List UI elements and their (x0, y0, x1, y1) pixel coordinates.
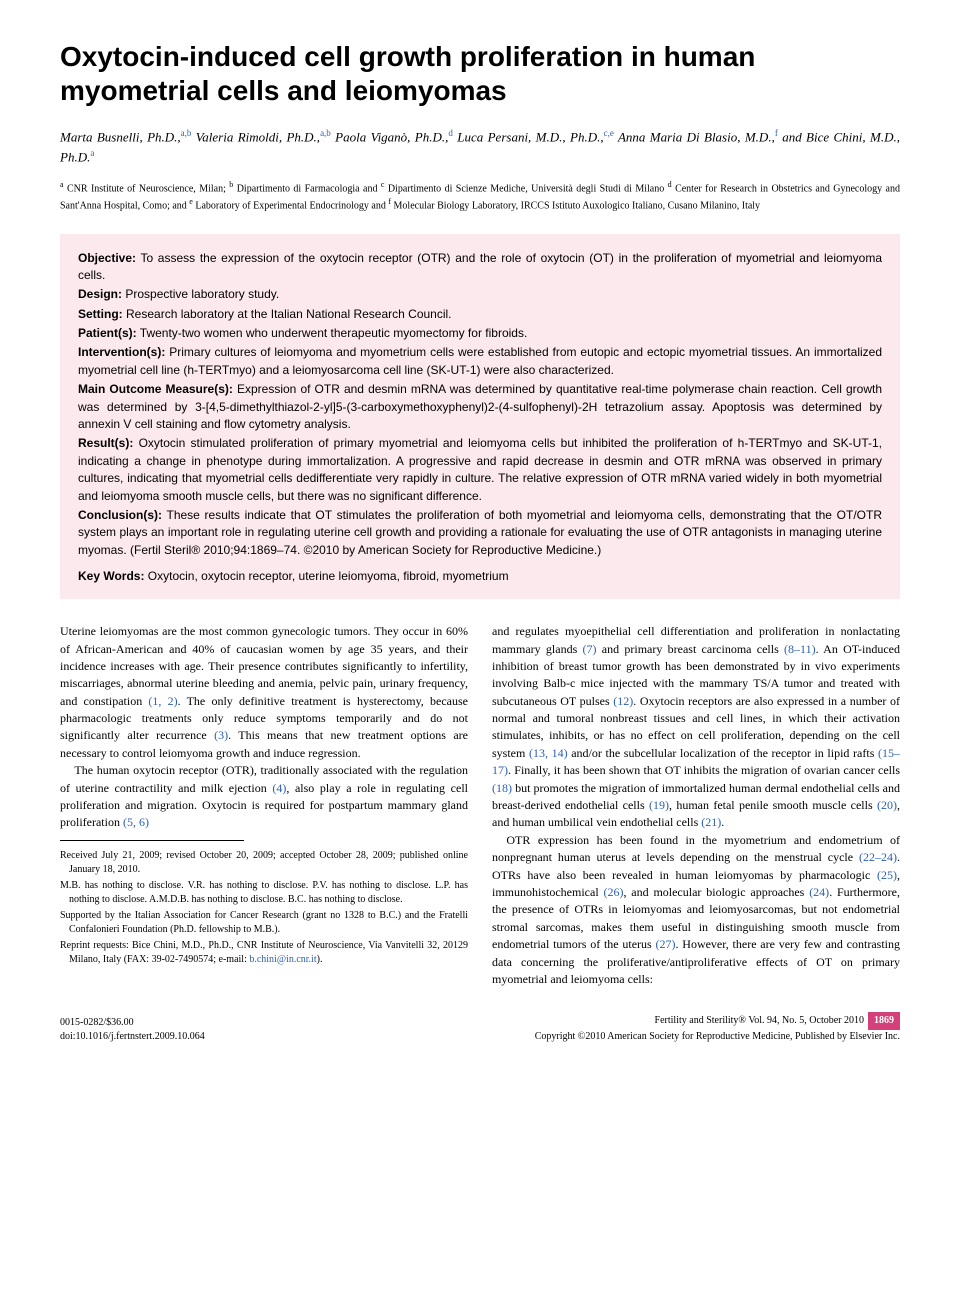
body-para-2: The human oxytocin receptor (OTR), tradi… (60, 762, 468, 832)
citation-link[interactable]: (13, 14) (529, 746, 568, 760)
authors-line: Marta Busnelli, Ph.D.,a,b Valeria Rimold… (60, 127, 900, 167)
citation-link[interactable]: (21) (701, 815, 721, 829)
abstract-text: Oxytocin, oxytocin receptor, uterine lei… (144, 569, 508, 583)
abstract-text: Prospective laboratory study. (122, 287, 279, 301)
abstract-text: To assess the expression of the oxytocin… (78, 251, 882, 282)
abstract-design: Design: Prospective laboratory study. (78, 286, 882, 303)
footnotes-block: Received July 21, 2009; revised October … (60, 840, 468, 967)
citation-link[interactable]: (3) (214, 728, 228, 742)
citation-link[interactable]: (8–11) (784, 642, 816, 656)
citation-link[interactable]: (7) (583, 642, 597, 656)
body-text: Uterine leiomyomas are the most common g… (60, 623, 900, 988)
footnote-divider (60, 840, 244, 841)
citation-link[interactable]: (12) (613, 694, 633, 708)
footer-right: Fertility and Sterility® Vol. 94, No. 5,… (535, 1012, 900, 1044)
body-para-4: OTR expression has been found in the myo… (492, 832, 900, 989)
page-footer: 0015-0282/$36.00 doi:10.1016/j.fertnster… (60, 1012, 900, 1044)
affiliations: a CNR Institute of Neuroscience, Milan; … (60, 179, 900, 214)
abstract-label: Patient(s): (78, 326, 137, 340)
abstract-results: Result(s): Oxytocin stimulated prolifera… (78, 435, 882, 505)
footnote-reprint: Reprint requests: Bice Chini, M.D., Ph.D… (60, 939, 468, 967)
abstract-label: Objective: (78, 251, 136, 265)
abstract-label: Intervention(s): (78, 345, 165, 359)
abstract-text: These results indicate that OT stimulate… (78, 508, 882, 557)
citation-link[interactable]: (20) (877, 798, 897, 812)
abstract-conclusions: Conclusion(s): These results indicate th… (78, 507, 882, 559)
abstract-setting: Setting: Research laboratory at the Ital… (78, 306, 882, 323)
footnote-support: Supported by the Italian Association for… (60, 909, 468, 937)
body-para-1: Uterine leiomyomas are the most common g… (60, 623, 468, 762)
abstract-text: Primary cultures of leiomyoma and myomet… (78, 345, 882, 376)
abstract-label: Result(s): (78, 436, 133, 450)
email-link[interactable]: b.chini@in.cnr.it (249, 954, 316, 965)
article-title: Oxytocin-induced cell growth proliferati… (60, 40, 900, 107)
citation-link[interactable]: (25) (877, 868, 897, 882)
footer-journal: Fertility and Sterility® Vol. 94, No. 5,… (655, 1015, 864, 1026)
abstract-text: Twenty-two women who underwent therapeut… (137, 326, 528, 340)
abstract-mom: Main Outcome Measure(s): Expression of O… (78, 381, 882, 433)
citation-link[interactable]: (26) (603, 885, 623, 899)
abstract-box: Objective: To assess the expression of t… (60, 234, 900, 600)
footnote-received: Received July 21, 2009; revised October … (60, 849, 468, 877)
abstract-text: Research laboratory at the Italian Natio… (123, 307, 452, 321)
abstract-interventions: Intervention(s): Primary cultures of lei… (78, 344, 882, 379)
abstract-label: Key Words: (78, 569, 144, 583)
footer-copyright: Copyright ©2010 American Society for Rep… (535, 1030, 900, 1044)
abstract-label: Setting: (78, 307, 123, 321)
footnote-disclosure: M.B. has nothing to disclose. V.R. has n… (60, 879, 468, 907)
footer-doi: doi:10.1016/j.fertnstert.2009.10.064 (60, 1030, 205, 1044)
abstract-label: Conclusion(s): (78, 508, 162, 522)
citation-link[interactable]: (22–24) (859, 850, 897, 864)
abstract-text: Oxytocin stimulated proliferation of pri… (78, 436, 882, 502)
page-number-badge: 1869 (868, 1012, 900, 1030)
abstract-patients: Patient(s): Twenty-two women who underwe… (78, 325, 882, 342)
abstract-label: Design: (78, 287, 122, 301)
abstract-keywords: Key Words: Oxytocin, oxytocin receptor, … (78, 569, 882, 583)
citation-link[interactable]: (4) (272, 781, 286, 795)
abstract-label: Main Outcome Measure(s): (78, 382, 233, 396)
citation-link[interactable]: (19) (649, 798, 669, 812)
body-para-3: and regulates myoepithelial cell differe… (492, 623, 900, 832)
citation-link[interactable]: (18) (492, 781, 512, 795)
citation-link[interactable]: (27) (656, 937, 676, 951)
citation-link[interactable]: (1, 2) (148, 694, 177, 708)
citation-link[interactable]: (24) (809, 885, 829, 899)
abstract-objective: Objective: To assess the expression of t… (78, 250, 882, 285)
footer-left: 0015-0282/$36.00 doi:10.1016/j.fertnster… (60, 1016, 205, 1044)
footer-issn: 0015-0282/$36.00 (60, 1016, 205, 1030)
citation-link[interactable]: (5, 6) (123, 815, 149, 829)
